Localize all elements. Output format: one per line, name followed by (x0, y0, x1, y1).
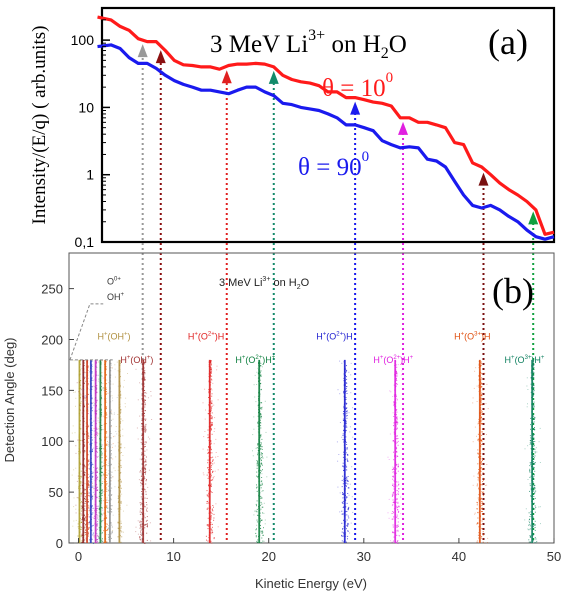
scatter-band-1 (75, 359, 93, 544)
arrow-head-2 (221, 70, 232, 84)
scatter-band-12 (336, 359, 354, 543)
arrow-head-7 (528, 211, 539, 225)
panel-b-xtick-label: 40 (452, 549, 466, 564)
series-90deg-label: θ = 900 (298, 149, 369, 181)
panel-b-ytick-label: 200 (41, 332, 63, 347)
panel-b-y-axis-label: Detection Angle (deg) (2, 337, 17, 462)
panel-a-y-ticks: 100 10 1 0,1 (71, 7, 110, 250)
band-annotation-8: H+(O3+)H (454, 331, 490, 341)
scatter-band-5 (93, 359, 110, 543)
series-90deg-label-main: θ = 90 (298, 154, 362, 181)
panel-b-ticks: 0 10 20 30 40 50 0 50 100 150 200 250 (41, 282, 561, 564)
panel-b-plot-frame (68, 252, 555, 544)
scatter-band-10 (202, 359, 219, 544)
series-10deg-label-sup: 0 (386, 70, 394, 86)
panel-b-xtick-label: 50 (547, 549, 561, 564)
band-annotation-4: H+(O2+)H (188, 331, 224, 341)
panel-a-y-axis-label: Intensity/(E/q) ( arb.units) (29, 26, 50, 225)
series-10deg-label: θ = 100 (322, 70, 393, 102)
panel-b-ytick-label: 0 (56, 536, 63, 551)
scatter-band-9 (135, 359, 153, 544)
panel-a-ytick-label: 0,1 (75, 234, 95, 250)
scatter-band-8 (111, 359, 128, 543)
arrow-head-3 (268, 70, 279, 84)
panel-b-chart: O0+ OH+ H+(OH+) H+(OH+) H+(O2+)H H+(O2+)H+ H+(… (2, 252, 561, 591)
arrow-head-0 (137, 44, 148, 58)
scatter-band-7 (102, 359, 119, 544)
panel-a-ytick-label: 10 (78, 99, 94, 115)
panel-b-xtick-label: 0 (75, 549, 82, 564)
scatter-band-14 (472, 359, 489, 544)
panel-b-xtick-label: 10 (166, 549, 180, 564)
band-annotation-6: H+(O2+)H (316, 331, 352, 341)
band-annotation-9: H+(O3+)H+ (505, 355, 545, 365)
band-annotation-1: OH+ (107, 292, 125, 302)
arrow-head-1 (155, 50, 166, 64)
scatter-band-0 (71, 359, 88, 544)
panel-a-ytick-label: 100 (71, 32, 95, 48)
panel-a-plot-frame (100, 6, 556, 244)
scatter-band-6 (97, 359, 114, 544)
scatter-band-15 (524, 359, 541, 544)
panel-b-title: 3 MeV Li3+ on H2O (219, 276, 310, 291)
panel-b-ytick-label: 150 (41, 383, 63, 398)
arrow-head-6 (478, 172, 489, 186)
panel-b-panel-label: (b) (492, 271, 534, 311)
arrow-head-4 (350, 101, 361, 115)
panel-b-ytick-label: 50 (49, 485, 63, 500)
scatter-band-13 (387, 359, 404, 544)
scatter-band-11 (252, 359, 268, 544)
series-line-90deg (97, 43, 555, 241)
arrow-head-5 (398, 121, 409, 135)
band-annotation-7: H+(O2+)H+ (373, 355, 413, 365)
panel-a-ytick-label: 1 (86, 167, 94, 183)
panel-b-ytick-label: 250 (41, 282, 63, 297)
scatter-band-4 (87, 359, 105, 544)
panel-b-xtick-label: 20 (261, 549, 275, 564)
band-annotation-0: O0+ (107, 277, 121, 287)
panel-b-bands (71, 359, 541, 544)
panel-b-ytick-label: 100 (41, 434, 63, 449)
panel-b-x-axis-label: Kinetic Energy (eV) (255, 576, 367, 591)
panel-a-panel-label: (a) (488, 22, 528, 62)
series-10deg-label-main: θ = 10 (322, 75, 386, 102)
band-annotation-5: H+(O2+)H+ (235, 355, 275, 365)
scatter-band-3 (83, 359, 100, 544)
series-90deg-label-sup: 0 (362, 149, 370, 165)
panel-a-title: 3 MeV Li3+ on H2O (210, 27, 407, 62)
panel-b-annotations: O0+ OH+ H+(OH+) H+(OH+) H+(O2+)H H+(O2+)H+ H+(… (69, 277, 545, 365)
panel-b-xtick-label: 30 (357, 549, 371, 564)
band-annotation-2: H+(OH+) (98, 331, 131, 341)
series-line-10deg (97, 15, 555, 236)
panel-a-series (97, 15, 555, 241)
band-annotation-3: H+(OH+) (120, 355, 153, 365)
